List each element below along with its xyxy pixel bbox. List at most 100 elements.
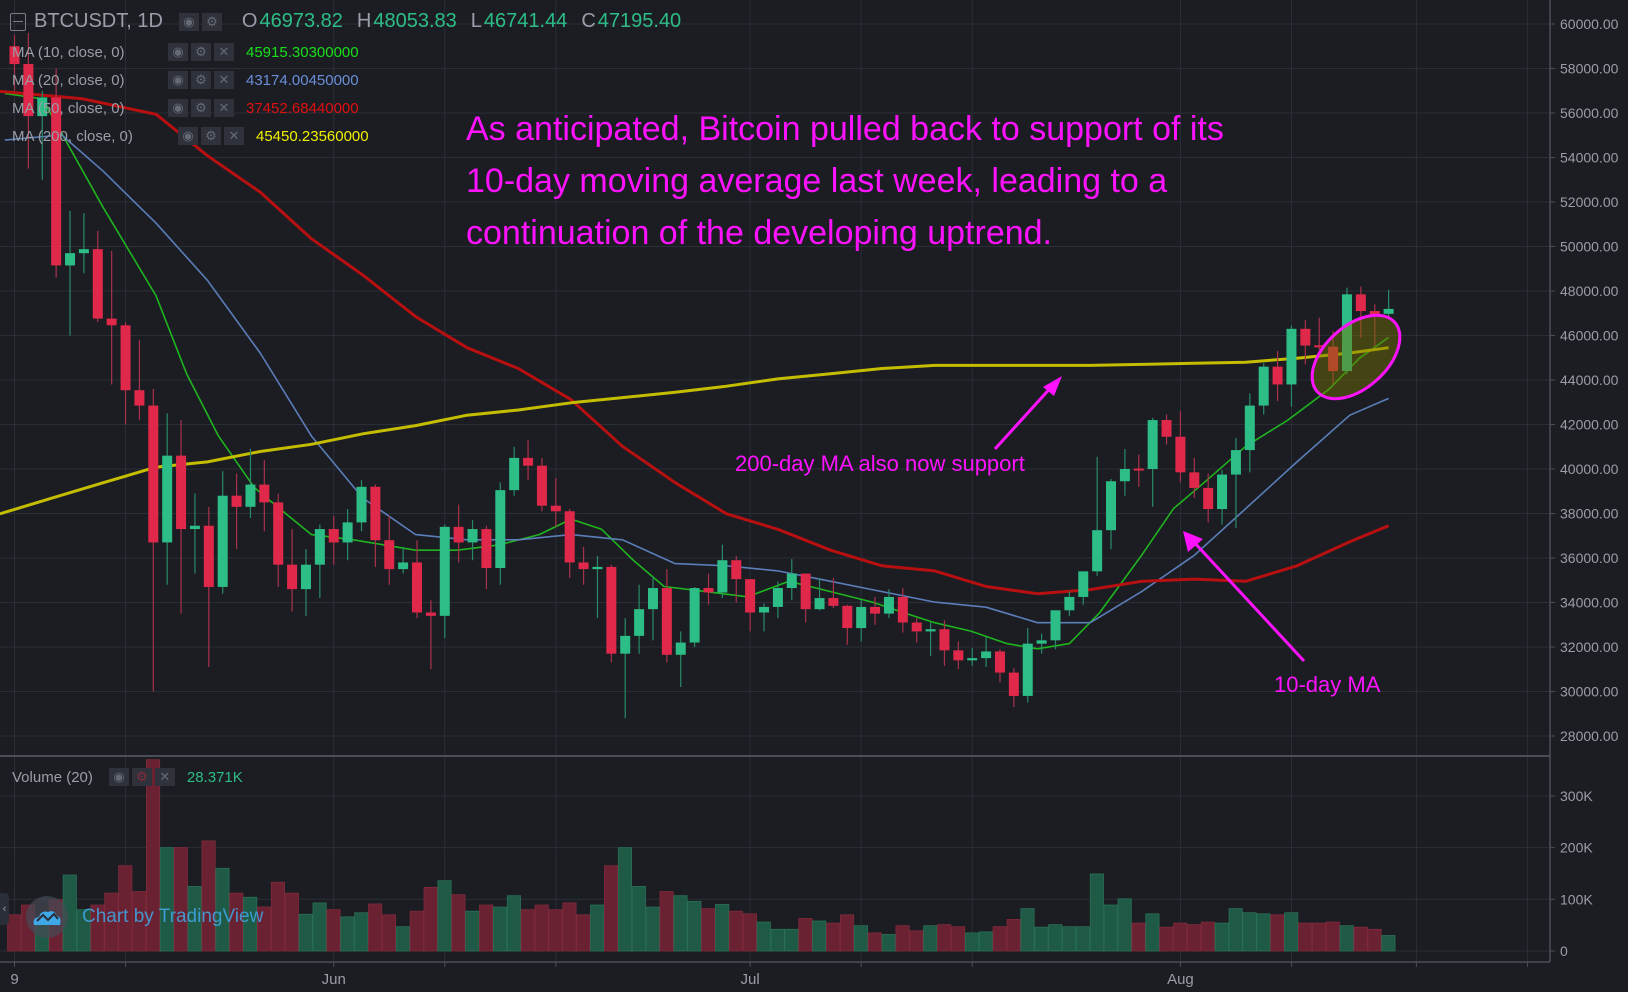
volume-bar [1311, 922, 1327, 952]
volume-bar [1325, 921, 1340, 952]
candle [92, 230, 103, 323]
legend-ma20[interactable]: MA (20, close, 0) ◉ ⚙ ✕ 43174.00450000 [12, 71, 359, 89]
close-icon[interactable]: ✕ [224, 127, 244, 145]
eye-icon[interactable]: ◉ [168, 99, 188, 117]
gear-icon[interactable]: ⚙ [191, 43, 211, 61]
eye-icon[interactable]: ◉ [168, 71, 188, 89]
volume-bar [1339, 925, 1354, 952]
legend-ma10[interactable]: MA (10, close, 0) ◉ ⚙ ✕ 45915.30300000 [12, 43, 359, 61]
eye-icon[interactable]: ◉ [178, 127, 198, 145]
candle-body [1147, 420, 1158, 469]
candle [1050, 610, 1061, 650]
volume-bar [1214, 922, 1229, 952]
candle-body [300, 564, 311, 590]
volume-bar [1159, 926, 1174, 952]
candle-body [1064, 596, 1075, 611]
volume-bar [1048, 924, 1063, 952]
volume-bar [7, 914, 22, 952]
gear-icon[interactable]: ⚙ [191, 99, 211, 117]
volume-bar [201, 840, 216, 952]
volume-bar [368, 903, 383, 952]
high-value: 48053.83 [373, 10, 457, 32]
candle [717, 544, 728, 599]
collapse-legend-icon[interactable] [10, 12, 26, 31]
gear-icon[interactable]: ⚙ [131, 768, 152, 786]
candle [509, 446, 520, 496]
volume-bar [187, 885, 202, 952]
candle-body [814, 598, 825, 610]
close-icon[interactable]: ✕ [214, 43, 234, 61]
volume-bar [1256, 913, 1271, 952]
candle [578, 546, 589, 585]
close-icon[interactable]: ✕ [214, 99, 234, 117]
candle-body [953, 650, 964, 661]
indicator-value: 45915.30300000 [246, 43, 359, 61]
close-icon[interactable]: ✕ [214, 71, 234, 89]
candle [328, 515, 339, 565]
volume-bar [840, 914, 855, 952]
volume-bar [895, 925, 910, 952]
symbol-title[interactable]: BTCUSDT, 1D [34, 10, 163, 32]
candle-body [398, 562, 409, 570]
candle-body [189, 525, 200, 530]
candle [1355, 286, 1366, 338]
candle-body [1355, 294, 1366, 312]
candle-body [1189, 472, 1200, 488]
candle-body [1341, 294, 1352, 372]
candle-body [703, 588, 714, 593]
candle-body [481, 529, 492, 569]
time-tick-label: Aug [1167, 971, 1194, 988]
legend-volume[interactable]: Volume (20) ◉ ⚙ ✕ 28.371K [12, 768, 243, 786]
candle [842, 604, 853, 645]
volume-bar [784, 928, 799, 952]
legend-ma200[interactable]: MA (200, close, 0) ◉ ⚙ ✕ 45450.23560000 [12, 127, 369, 145]
volume-bar [715, 904, 730, 952]
eye-icon[interactable]: ◉ [168, 43, 188, 61]
candle-body [1008, 672, 1019, 696]
candle-body [994, 651, 1005, 673]
volume-bar [1284, 912, 1299, 952]
candle [1328, 331, 1339, 385]
candle-body [356, 486, 367, 523]
candle-body [453, 526, 464, 543]
candle-body [509, 457, 520, 491]
volume-bar [631, 885, 646, 952]
tradingview-watermark[interactable]: Chart by TradingView [26, 896, 263, 938]
candle [37, 90, 48, 180]
gear-icon[interactable]: ⚙ [191, 71, 211, 89]
close-icon[interactable]: ✕ [154, 768, 175, 786]
candle [495, 482, 506, 585]
gear-icon[interactable]: ⚙ [201, 12, 222, 31]
volume-bar [534, 904, 549, 952]
volume-bar [270, 881, 286, 952]
candle-body [592, 566, 603, 570]
gear-icon[interactable]: ⚙ [201, 127, 221, 145]
legend-ma50[interactable]: MA (50, close, 0) ◉ ⚙ ✕ 37452.68440000 [12, 99, 359, 117]
candle [106, 250, 117, 385]
candle [1008, 668, 1019, 708]
candle [259, 460, 270, 532]
watermark-text: Chart by TradingView [82, 906, 264, 927]
volume-bar [548, 909, 563, 952]
candle [981, 636, 992, 668]
eye-icon[interactable]: ◉ [178, 12, 199, 31]
indicator-label: MA (10, close, 0) [12, 43, 125, 61]
volume-bar [687, 900, 702, 952]
candle-body [23, 64, 34, 117]
candle-body [1314, 345, 1325, 348]
candle [1119, 448, 1130, 496]
candle [1022, 628, 1033, 703]
candle [1078, 571, 1089, 605]
candle-body [37, 97, 48, 117]
eye-icon[interactable]: ◉ [108, 768, 129, 786]
candle [300, 549, 311, 616]
candle-body [759, 606, 770, 613]
price-tick-label: 30000.00 [1560, 684, 1619, 700]
volume-bar [492, 906, 508, 952]
candle [675, 631, 686, 688]
candle-body [1300, 328, 1311, 346]
volume-bar [312, 902, 327, 952]
candle [1161, 414, 1172, 445]
collapse-panel-handle[interactable]: ‹ [0, 893, 9, 925]
